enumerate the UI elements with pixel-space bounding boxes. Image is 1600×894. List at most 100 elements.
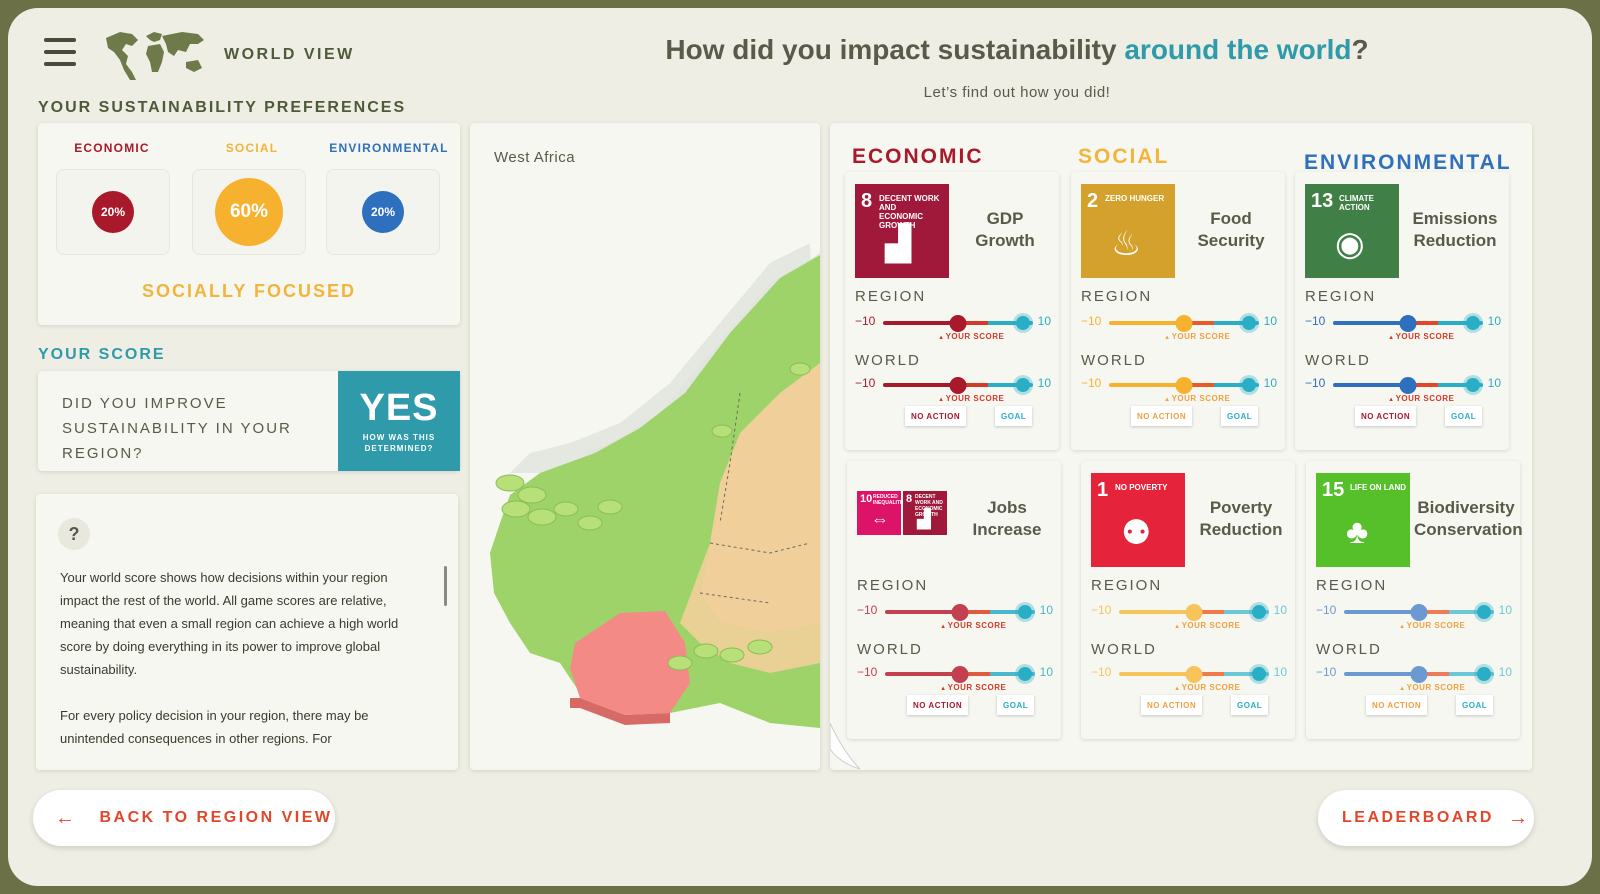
environmental-pref-label: ENVIRONMENTAL	[329, 141, 449, 155]
region-map[interactable]	[470, 123, 820, 770]
no-action-tag: NO ACTION	[1131, 406, 1193, 426]
section-title: WORLD VIEW	[224, 46, 355, 63]
economic-pref-label: ECONOMIC	[74, 141, 150, 155]
environmental-heading: ENVIRONMENTAL	[1304, 151, 1512, 174]
goal-marker-icon	[1016, 378, 1030, 392]
goal-marker-icon	[1477, 605, 1491, 619]
world-label: WORLD	[1091, 641, 1157, 658]
world-score-knob[interactable]	[1185, 666, 1203, 683]
page-subtitle: Let’s find out how you did!	[923, 84, 1111, 101]
goal-tag: GOAL	[997, 695, 1035, 715]
region-score-knob[interactable]	[1185, 604, 1203, 621]
world-score-knob[interactable]	[1399, 377, 1417, 394]
region-score-knob[interactable]	[951, 604, 969, 621]
world-map-icon	[106, 32, 204, 80]
map-region-label: West Africa	[494, 149, 576, 166]
world-score-knob[interactable]	[1175, 377, 1193, 394]
goal-tag: GOAL	[1445, 406, 1483, 426]
region-label: REGION	[1316, 577, 1388, 594]
your-score-label: YOUR SCORE	[1399, 621, 1465, 630]
environmental-pref-circle: 20%	[362, 191, 404, 233]
hamburger-menu-icon[interactable]	[44, 38, 76, 66]
your-score-label: YOUR SCORE	[938, 394, 1004, 403]
social-pref-tile: 60%	[192, 169, 306, 255]
focus-label: SOCIALLY FOCUSED	[141, 281, 357, 301]
no-action-tag: NO ACTION	[1141, 695, 1203, 715]
region-score-knob[interactable]	[1175, 315, 1193, 332]
region-score-slider: −10 10 YOUR SCORE	[855, 314, 1051, 341]
back-to-region-button[interactable]: ← BACK TO REGION VIEW	[33, 790, 335, 846]
goal-marker-icon	[1018, 667, 1032, 681]
environmental-pref-tile: 20%	[326, 169, 440, 255]
economic-pref-tile: 20%	[56, 169, 170, 255]
sdg-card: 13 CLIMATE ACTION ◉ Emissions Reduction R…	[1295, 172, 1509, 450]
region-score-slider: −10 10 YOUR SCORE	[1316, 603, 1512, 630]
score-answer: YES	[359, 387, 439, 429]
preferences-label: YOUR SUSTAINABILITY PREFERENCES	[38, 99, 407, 116]
region-score-knob[interactable]	[1399, 315, 1417, 332]
leaderboard-label: LEADERBOARD	[1342, 809, 1494, 826]
world-label: WORLD	[857, 641, 923, 658]
sdg-1-icon: 1 NO POVERTY ⚉	[1091, 473, 1185, 567]
world-score-knob[interactable]	[949, 377, 967, 394]
economic-heading: ECONOMIC	[852, 145, 984, 168]
your-score-label: YOUR SCORE	[1388, 394, 1454, 403]
goal-tag: GOAL	[1221, 406, 1259, 426]
info-paragraph: For every policy decision in your region…	[60, 708, 369, 746]
world-label: WORLD	[855, 352, 921, 369]
your-score-label: YOUR SCORE	[940, 683, 1006, 692]
region-score-slider: −10 10 YOUR SCORE	[857, 603, 1053, 630]
info-text: Your world score shows how decisions wit…	[60, 566, 426, 770]
sdg-card: 8 DECENT WORK AND ECONOMIC GROWTH ▟ GDP G…	[845, 172, 1059, 450]
goal-marker-icon	[1242, 316, 1256, 330]
goal-tag: GOAL	[995, 406, 1033, 426]
sdg-8-icon: 8 DECENT WORK AND ECONOMIC GROWTH ▟	[855, 184, 949, 278]
your-score-label: YOUR SCORE	[1174, 683, 1240, 692]
preferences-card: ECONOMIC SOCIAL ENVIRONMENTAL 20% 60% 20…	[38, 123, 460, 325]
world-score-knob[interactable]	[1410, 666, 1428, 683]
world-score-slider: −10 10 YOUR SCORE	[855, 376, 1051, 403]
goal-tag: GOAL	[1456, 695, 1494, 715]
goal-tag: GOAL	[1231, 695, 1269, 715]
back-label: BACK TO REGION VIEW	[99, 809, 333, 826]
sdg-name: Emissions Reduction	[1412, 209, 1498, 250]
your-score-label: YOUR SCORE	[1164, 332, 1230, 341]
score-label: YOUR SCORE	[38, 346, 166, 363]
goal-marker-icon	[1466, 378, 1480, 392]
score-answer-box[interactable]: YES HOW WAS THIS DETERMINED?	[338, 371, 460, 471]
region-label: REGION	[855, 288, 927, 305]
your-score-label: YOUR SCORE	[940, 621, 1006, 630]
goal-marker-icon	[1016, 316, 1030, 330]
your-score-label: YOUR SCORE	[1174, 621, 1240, 630]
sdg-15-icon: 15 LIFE ON LAND ♣	[1316, 473, 1410, 567]
world-label: WORLD	[1081, 352, 1147, 369]
goal-marker-icon	[1252, 605, 1266, 619]
world-label: WORLD	[1305, 352, 1371, 369]
sdg-name: Poverty Reduction	[1199, 498, 1283, 539]
app-frame: WORLD VIEW How did you impact sustainabi…	[8, 8, 1592, 886]
info-scrollbar[interactable]	[444, 566, 447, 606]
region-label: REGION	[1091, 577, 1163, 594]
page-title: How did you impact sustainability around…	[665, 34, 1369, 65]
region-label: REGION	[1081, 288, 1153, 305]
world-score-slider: −10 10 YOUR SCORE	[1091, 665, 1287, 692]
sdg-card: 10 REDUCED INEQUALITIES ⇔ 8 DECENT WORK …	[847, 461, 1061, 739]
goal-marker-icon	[1252, 667, 1266, 681]
sdg-name: GDP Growth	[975, 209, 1035, 250]
region-score-knob[interactable]	[949, 315, 967, 332]
your-score-label: YOUR SCORE	[938, 332, 1004, 341]
sdg-8-icon: 8 DECENT WORK AND ECONOMIC GROWTH ▟	[903, 491, 947, 535]
no-action-tag: NO ACTION	[1355, 406, 1417, 426]
region-score-slider: −10 10 YOUR SCORE	[1081, 314, 1277, 341]
no-action-tag: NO ACTION	[907, 695, 969, 715]
leaderboard-button[interactable]: LEADERBOARD →	[1318, 790, 1534, 846]
world-score-knob[interactable]	[951, 666, 969, 683]
info-card: ? Your world score shows how decisions w…	[36, 494, 458, 770]
social-heading: SOCIAL	[1078, 145, 1170, 168]
score-question: DID YOU IMPROVE SUSTAINABILITY IN YOUR R…	[62, 395, 292, 462]
region-score-knob[interactable]	[1410, 604, 1428, 621]
help-icon: ?	[58, 518, 90, 550]
map-card: West Africa	[470, 123, 820, 770]
page-curl-icon[interactable]	[830, 723, 878, 771]
how-determined-link[interactable]: HOW WAS THIS DETERMINED?	[362, 433, 436, 453]
